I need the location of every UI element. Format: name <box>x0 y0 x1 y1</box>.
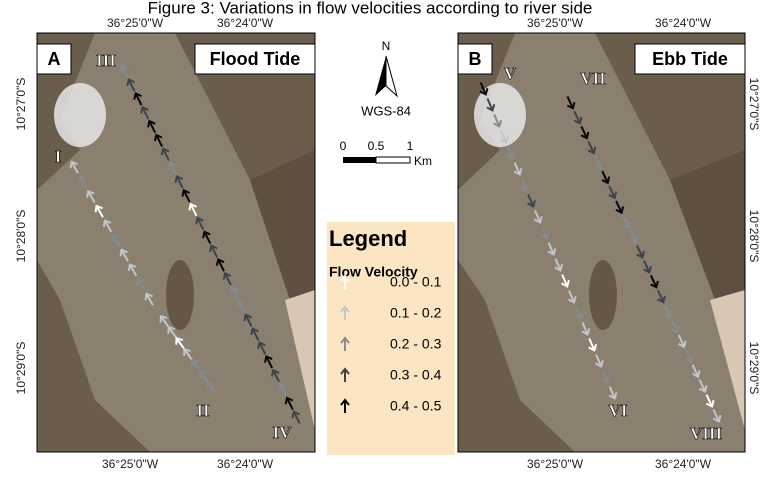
section-label: VI <box>609 401 628 420</box>
legend-label: 0.4 - 0.5 <box>390 398 442 414</box>
legend-label: 0.2 - 0.3 <box>390 336 442 352</box>
north-arrow <box>386 56 397 96</box>
map-panel-a: A Flood Tide <box>37 33 315 452</box>
section-label: I <box>55 147 62 166</box>
scale-tick: 1 <box>407 139 414 153</box>
figure-title: Figure 3: Variations in flow velocities … <box>148 0 593 17</box>
coord-label: 36°25'0"W <box>527 457 584 471</box>
section-label: III <box>96 51 116 70</box>
panel-letter: A <box>48 49 61 69</box>
scale-bar <box>343 157 376 163</box>
coord-label: 10°29'0"S <box>14 342 28 395</box>
tide-label: Ebb Tide <box>652 49 728 69</box>
coord-label: 36°24'0"W <box>217 16 274 30</box>
coord-label: 36°24'0"W <box>655 457 712 471</box>
north-label: N <box>382 39 391 53</box>
tide-label: Flood Tide <box>210 49 301 69</box>
coord-label: 36°25'0"W <box>107 16 164 30</box>
scale-unit: Km <box>414 154 432 168</box>
datum-label: WGS-84 <box>361 103 411 118</box>
legend-label: 0.1 - 0.2 <box>390 305 442 321</box>
panel-letter: B <box>469 49 482 69</box>
section-label: V <box>504 64 517 83</box>
coord-label: 10°28'0"S <box>747 210 760 263</box>
section-label: VIII <box>690 424 723 443</box>
coord-label: 36°24'0"W <box>217 457 274 471</box>
coord-label: 10°27'0"S <box>14 78 28 131</box>
scale-bar <box>376 157 410 163</box>
island <box>589 260 617 330</box>
scale-tick: 0.5 <box>368 139 385 153</box>
coord-label: 10°28'0"S <box>14 210 28 263</box>
scale-tick: 0 <box>340 139 347 153</box>
legend-title: Legend <box>329 226 407 251</box>
section-label: VII <box>580 69 606 88</box>
coord-label: 10°27'0"S <box>747 78 760 131</box>
section-label: IV <box>273 423 293 442</box>
island <box>166 260 194 330</box>
coord-label: 10°29'0"S <box>747 342 760 395</box>
legend-label: 0.0 - 0.1 <box>390 274 442 290</box>
coord-label: 36°24'0"W <box>655 16 712 30</box>
coord-label: 36°25'0"W <box>527 16 584 30</box>
legend-label: 0.3 - 0.4 <box>390 367 442 383</box>
section-label: II <box>196 401 210 420</box>
figure: Figure 3: Variations in flow velocities … <box>0 0 760 475</box>
coord-label: 36°25'0"W <box>102 457 159 471</box>
cloud <box>54 83 106 147</box>
north-arrow <box>375 56 386 96</box>
